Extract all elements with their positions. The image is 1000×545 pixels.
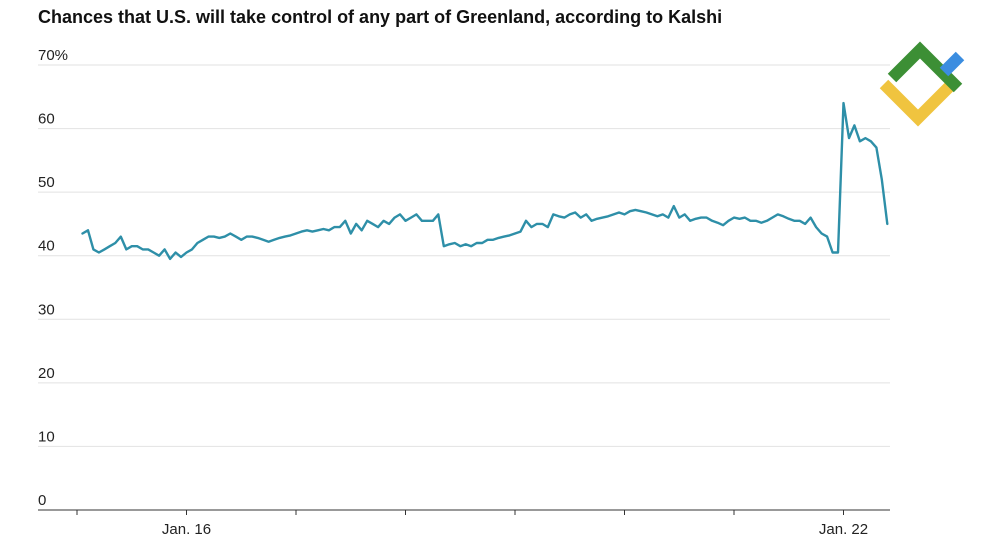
brand-logo — [879, 41, 965, 127]
y-tick-label-50: 50 — [38, 174, 55, 191]
gridlines — [38, 64, 890, 447]
y-tick-label-70: 70% — [38, 47, 68, 64]
series-layer — [81, 101, 889, 261]
logo-green-chevron — [887, 41, 963, 93]
series-line-0 — [81, 101, 889, 261]
x-tick-label-1: Jan. 16 — [162, 521, 211, 538]
logo-blue-bar — [939, 51, 965, 77]
y-tick-label-60: 60 — [38, 111, 55, 128]
y-axis-ticks: 70% 60 50 40 30 20 10 0 — [38, 47, 68, 509]
y-tick-label-40: 40 — [38, 238, 55, 255]
y-tick-label-30: 30 — [38, 301, 55, 318]
y-tick-label-20: 20 — [38, 365, 55, 382]
x-tick-label-7: Jan. 22 — [819, 521, 868, 538]
y-tick-label-0: 0 — [38, 492, 46, 509]
logo-yellow-chevron — [879, 79, 957, 127]
chart-title: Chances that U.S. will take control of a… — [38, 7, 722, 27]
x-axis-ticks: Jan. 16 Jan. 22 — [76, 510, 868, 538]
y-tick-label-10: 10 — [38, 428, 55, 445]
